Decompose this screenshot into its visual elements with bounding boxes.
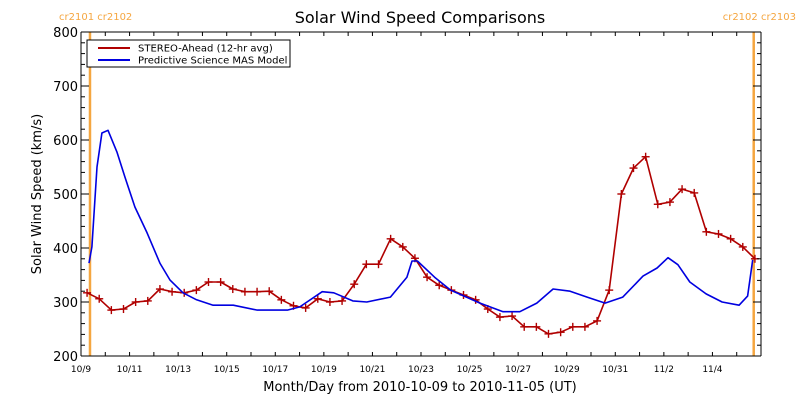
data-point <box>605 286 614 295</box>
series-layer <box>83 129 759 338</box>
mas-model-line <box>88 129 754 313</box>
data-point <box>119 305 128 314</box>
data-point <box>617 190 626 198</box>
data-point <box>653 200 662 209</box>
data-point <box>240 287 249 296</box>
data-point <box>155 285 164 294</box>
data-point <box>423 273 432 282</box>
data-point <box>83 288 92 297</box>
data-point <box>374 260 383 269</box>
x-tick-label: 11/2 <box>654 365 674 375</box>
data-point <box>629 164 638 173</box>
data-point <box>313 294 322 303</box>
x-tick-label: 10/11 <box>117 365 143 375</box>
data-point <box>143 296 152 305</box>
legend-label-model: Predictive Science MAS Model <box>138 56 287 67</box>
y-tick-label: 500 <box>53 188 78 203</box>
x-axis-label: Month/Day from 2010-10-09 to 2010-11-05 … <box>263 380 576 395</box>
x-tick-label: 10/29 <box>554 365 580 375</box>
chart-title: Solar Wind Speed Comparisons <box>295 8 546 27</box>
data-point <box>556 328 565 337</box>
x-tick-label: 10/17 <box>262 365 288 375</box>
data-point <box>544 329 553 338</box>
x-tick-label: 10/25 <box>457 365 483 375</box>
data-point <box>702 227 711 236</box>
data-point <box>726 234 735 243</box>
data-point <box>131 298 140 306</box>
data-point <box>593 316 602 325</box>
data-point <box>325 298 334 306</box>
carrington-marker-label: cr2102 cr2103 <box>723 12 796 23</box>
stereo-ahead-line <box>86 155 756 335</box>
y-tick-label: 800 <box>53 26 78 41</box>
y-tick-label: 200 <box>53 350 78 365</box>
data-point <box>362 260 371 269</box>
legend-box <box>86 39 291 68</box>
data-point <box>568 322 577 331</box>
y-tick-label: 700 <box>53 80 78 95</box>
y-axis-label: Solar Wind Speed (km/s) <box>30 114 45 274</box>
data-point <box>714 229 723 238</box>
x-tick-label: 10/19 <box>311 365 337 375</box>
data-point <box>350 280 359 289</box>
data-point <box>204 278 213 287</box>
data-point <box>216 278 225 287</box>
data-point <box>580 322 589 331</box>
y-tick-label: 600 <box>53 134 78 149</box>
data-point <box>386 234 395 243</box>
data-point <box>641 152 650 161</box>
data-point <box>107 306 116 315</box>
x-tick-label: 10/23 <box>408 365 434 375</box>
legend: STEREO-Ahead (12-hr avg) Predictive Scie… <box>86 39 291 68</box>
y-tick-label: 400 <box>53 242 78 257</box>
x-tick-label: 10/13 <box>165 365 191 375</box>
data-point <box>277 295 286 304</box>
data-point <box>435 281 444 290</box>
data-point <box>253 287 262 296</box>
axes: 10/9 10/11 10/13 10/15 10/17 10/19 10/21 10/23 1… <box>53 26 762 375</box>
data-point <box>532 322 541 331</box>
x-tick-label: 10/15 <box>214 365 240 375</box>
data-point <box>690 188 699 197</box>
data-point <box>168 287 177 296</box>
x-tick-label: 11/4 <box>702 365 722 375</box>
legend-label-stereo: STEREO-Ahead (12-hr avg) <box>138 44 273 55</box>
data-point <box>265 287 274 296</box>
y-tick-label: 300 <box>53 296 78 311</box>
x-tick-label: 10/9 <box>71 365 91 375</box>
data-point <box>738 242 747 251</box>
data-point <box>520 322 529 331</box>
data-point <box>665 198 674 207</box>
data-point <box>192 286 201 295</box>
data-point <box>95 294 104 303</box>
x-tick-label: 10/27 <box>505 365 531 375</box>
x-tick-label: 10/21 <box>359 365 385 375</box>
data-point <box>678 185 687 194</box>
data-point <box>398 242 407 251</box>
x-tick-label: 10/31 <box>602 365 628 375</box>
data-point <box>228 285 237 294</box>
data-point <box>495 313 504 322</box>
data-point <box>301 303 310 312</box>
carrington-marker-label: cr2101 cr2102 <box>59 12 132 23</box>
data-point <box>338 296 347 305</box>
data-point <box>508 312 517 321</box>
